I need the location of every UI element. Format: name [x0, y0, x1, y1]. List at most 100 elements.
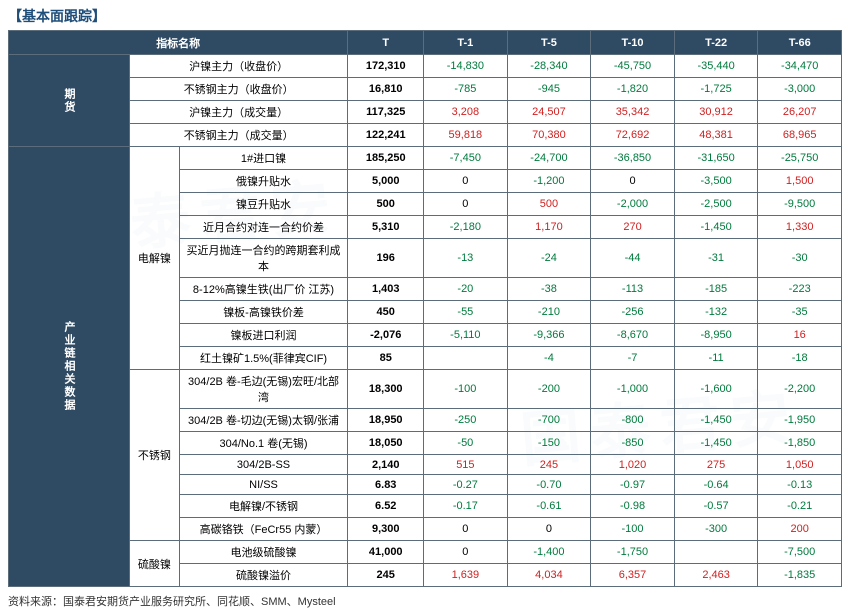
delta-cell: 0	[591, 170, 675, 193]
delta-cell: 0	[507, 518, 591, 541]
delta-cell: -1,750	[591, 541, 675, 564]
delta-cell: 26,207	[758, 101, 842, 124]
delta-cell: -1,000	[591, 370, 675, 409]
delta-cell: -132	[674, 301, 758, 324]
row-label: 304/2B 卷-切边(无锡)太钢/张浦	[179, 409, 348, 432]
delta-cell: 1,330	[758, 216, 842, 239]
delta-cell: -185	[674, 278, 758, 301]
delta-cell: -2,500	[674, 193, 758, 216]
delta-cell: -44	[591, 239, 675, 278]
delta-cell: -14,830	[424, 55, 508, 78]
delta-cell: -8,950	[674, 324, 758, 347]
t-value: 117,325	[348, 101, 424, 124]
delta-cell: -200	[507, 370, 591, 409]
t-value: 5,310	[348, 216, 424, 239]
delta-cell: -1,450	[674, 216, 758, 239]
delta-cell: -55	[424, 301, 508, 324]
delta-cell: 515	[424, 455, 508, 475]
t-value: 2,140	[348, 455, 424, 475]
delta-cell: 3,208	[424, 101, 508, 124]
delta-cell: -7	[591, 347, 675, 370]
delta-cell: -800	[591, 409, 675, 432]
delta-cell: -3,000	[758, 78, 842, 101]
delta-cell: -9,500	[758, 193, 842, 216]
t-value: 196	[348, 239, 424, 278]
col-T-1: T-1	[424, 31, 508, 55]
table-row: 沪镍主力（成交量）117,3253,20824,50735,34230,9122…	[9, 101, 842, 124]
delta-cell: -700	[507, 409, 591, 432]
delta-cell: -945	[507, 78, 591, 101]
t-value: 5,000	[348, 170, 424, 193]
row-label: 近月合约对连一合约价差	[179, 216, 348, 239]
delta-cell: -0.97	[591, 475, 675, 495]
row-label: 镍板进口利润	[179, 324, 348, 347]
delta-cell: -0.64	[674, 475, 758, 495]
delta-cell: -1,200	[507, 170, 591, 193]
delta-cell: -210	[507, 301, 591, 324]
delta-cell: -2,180	[424, 216, 508, 239]
t-value: 6.83	[348, 475, 424, 495]
delta-cell: -0.27	[424, 475, 508, 495]
subcategory: 不锈钢	[130, 370, 180, 541]
t-value: 172,310	[348, 55, 424, 78]
delta-cell: 275	[674, 455, 758, 475]
delta-cell: -7,500	[758, 541, 842, 564]
delta-cell: 1,639	[424, 564, 508, 587]
delta-cell: -1,850	[758, 432, 842, 455]
t-value: 18,950	[348, 409, 424, 432]
delta-cell: -0.61	[507, 495, 591, 518]
row-label: NI/SS	[179, 475, 348, 495]
t-value: 245	[348, 564, 424, 587]
delta-cell: 68,965	[758, 124, 842, 147]
delta-cell: -34,470	[758, 55, 842, 78]
delta-cell: -24	[507, 239, 591, 278]
t-value: 185,250	[348, 147, 424, 170]
delta-cell: -50	[424, 432, 508, 455]
row-label: 电池级硫酸镍	[179, 541, 348, 564]
table-row: 期货沪镍主力（收盘价）172,310-14,830-28,340-45,750-…	[9, 55, 842, 78]
delta-cell: -30	[758, 239, 842, 278]
t-value: 18,050	[348, 432, 424, 455]
delta-cell: 270	[591, 216, 675, 239]
row-label: 电解镍/不锈钢	[179, 495, 348, 518]
delta-cell: 72,692	[591, 124, 675, 147]
delta-cell: -150	[507, 432, 591, 455]
delta-cell: -45,750	[591, 55, 675, 78]
delta-cell: 70,380	[507, 124, 591, 147]
delta-cell: -11	[674, 347, 758, 370]
t-value: 6.52	[348, 495, 424, 518]
t-value: 1,403	[348, 278, 424, 301]
row-label: 俄镍升贴水	[179, 170, 348, 193]
col-T-22: T-22	[674, 31, 758, 55]
delta-cell: -0.98	[591, 495, 675, 518]
table-row: 产业链相关数据电解镍1#进口镍185,250-7,450-24,700-36,8…	[9, 147, 842, 170]
col-indicator: 指标名称	[9, 31, 348, 55]
delta-cell: -3,500	[674, 170, 758, 193]
t-value: 500	[348, 193, 424, 216]
subcategory: 电解镍	[130, 147, 180, 370]
delta-cell: -4	[507, 347, 591, 370]
delta-cell: -0.70	[507, 475, 591, 495]
data-source: 资料来源：国泰君安期货产业服务研究所、同花顺、SMM、Mysteel	[8, 593, 842, 609]
delta-cell: 48,381	[674, 124, 758, 147]
t-value: -2,076	[348, 324, 424, 347]
delta-cell: 0	[424, 193, 508, 216]
table-row: 不锈钢主力（收盘价）16,810-785-945-1,820-1,725-3,0…	[9, 78, 842, 101]
delta-cell: -24,700	[507, 147, 591, 170]
delta-cell: -850	[591, 432, 675, 455]
t-value: 41,000	[348, 541, 424, 564]
fundamentals-table: 指标名称TT-1T-5T-10T-22T-66 期货沪镍主力（收盘价）172,3…	[8, 30, 842, 587]
delta-cell: -38	[507, 278, 591, 301]
delta-cell: -256	[591, 301, 675, 324]
delta-cell: -13	[424, 239, 508, 278]
delta-cell: -1,950	[758, 409, 842, 432]
delta-cell: -0.13	[758, 475, 842, 495]
delta-cell: -785	[424, 78, 508, 101]
delta-cell: -28,340	[507, 55, 591, 78]
delta-cell: 1,500	[758, 170, 842, 193]
delta-cell: -35,440	[674, 55, 758, 78]
delta-cell: -2,000	[591, 193, 675, 216]
delta-cell: -8,670	[591, 324, 675, 347]
category-industry: 产业链相关数据	[9, 147, 130, 587]
delta-cell: -7,450	[424, 147, 508, 170]
